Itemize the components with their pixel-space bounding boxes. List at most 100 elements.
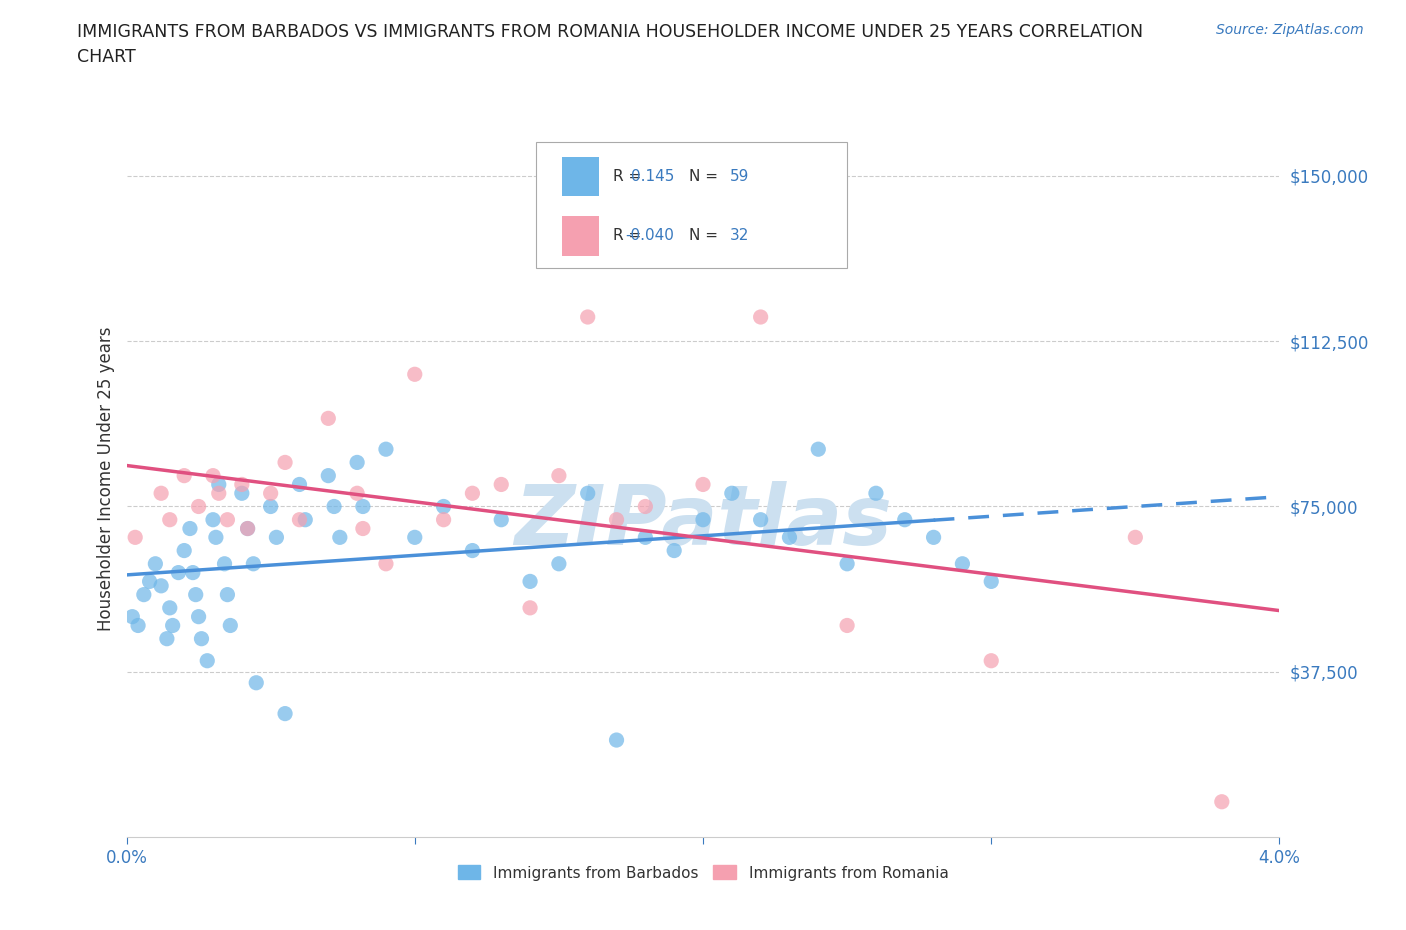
Point bbox=[323, 499, 346, 514]
Point bbox=[980, 574, 1002, 589]
Point bbox=[664, 543, 686, 558]
Point bbox=[1211, 794, 1233, 809]
Point bbox=[259, 485, 281, 500]
Point bbox=[179, 521, 201, 536]
Text: -0.040: -0.040 bbox=[626, 229, 675, 244]
Point bbox=[1125, 530, 1147, 545]
Point bbox=[231, 485, 253, 500]
Point bbox=[865, 485, 887, 500]
Point bbox=[294, 512, 316, 527]
Point bbox=[433, 499, 456, 514]
Text: R =: R = bbox=[613, 169, 641, 184]
Point bbox=[259, 499, 281, 514]
Point bbox=[692, 477, 714, 492]
Point bbox=[894, 512, 917, 527]
Point bbox=[922, 530, 945, 545]
Point bbox=[318, 411, 340, 426]
Point bbox=[236, 521, 259, 536]
FancyBboxPatch shape bbox=[562, 156, 599, 196]
Point bbox=[202, 468, 225, 483]
Point bbox=[749, 512, 772, 527]
Point bbox=[195, 653, 218, 668]
Point bbox=[288, 512, 311, 527]
Point bbox=[145, 556, 166, 571]
Point bbox=[548, 468, 571, 483]
Point bbox=[138, 574, 160, 589]
Point bbox=[266, 530, 288, 545]
Point bbox=[205, 530, 228, 545]
Point bbox=[242, 556, 264, 571]
FancyBboxPatch shape bbox=[562, 216, 599, 256]
Point bbox=[236, 521, 259, 536]
Text: R =: R = bbox=[613, 229, 641, 244]
Point bbox=[121, 609, 143, 624]
Point bbox=[519, 601, 541, 616]
Point bbox=[779, 530, 801, 545]
Point bbox=[980, 653, 1002, 668]
Point bbox=[318, 468, 340, 483]
Point bbox=[346, 485, 368, 500]
Point bbox=[461, 543, 484, 558]
Point bbox=[173, 543, 195, 558]
Point bbox=[576, 485, 599, 500]
Y-axis label: Householder Income Under 25 years: Householder Income Under 25 years bbox=[97, 326, 115, 631]
FancyBboxPatch shape bbox=[536, 142, 846, 268]
Point bbox=[219, 618, 242, 633]
Point bbox=[245, 675, 267, 690]
Point bbox=[187, 499, 209, 514]
Point bbox=[159, 601, 181, 616]
Point bbox=[208, 477, 231, 492]
Point bbox=[274, 455, 297, 470]
Point bbox=[634, 499, 657, 514]
Point bbox=[519, 574, 541, 589]
Point bbox=[150, 578, 173, 593]
Point bbox=[132, 587, 155, 602]
Point bbox=[835, 618, 858, 633]
Point bbox=[374, 556, 398, 571]
Point bbox=[184, 587, 207, 602]
Point bbox=[606, 733, 628, 748]
Point bbox=[173, 468, 195, 483]
Text: IMMIGRANTS FROM BARBADOS VS IMMIGRANTS FROM ROMANIA HOUSEHOLDER INCOME UNDER 25 : IMMIGRANTS FROM BARBADOS VS IMMIGRANTS F… bbox=[77, 23, 1143, 66]
Point bbox=[749, 310, 772, 325]
Point bbox=[190, 631, 212, 646]
Point bbox=[352, 499, 374, 514]
Text: 59: 59 bbox=[730, 169, 749, 184]
Point bbox=[217, 512, 239, 527]
Point bbox=[692, 512, 714, 527]
Point bbox=[214, 556, 236, 571]
Text: N =: N = bbox=[689, 229, 718, 244]
Point bbox=[489, 477, 512, 492]
Point bbox=[807, 442, 830, 457]
Point bbox=[374, 442, 398, 457]
Point bbox=[720, 485, 742, 500]
Point bbox=[835, 556, 858, 571]
Point bbox=[217, 587, 239, 602]
Point bbox=[634, 530, 657, 545]
Point bbox=[231, 477, 253, 492]
Point bbox=[576, 310, 599, 325]
Point bbox=[346, 455, 368, 470]
Point bbox=[548, 556, 571, 571]
Text: Source: ZipAtlas.com: Source: ZipAtlas.com bbox=[1216, 23, 1364, 37]
Text: 0.145: 0.145 bbox=[631, 169, 675, 184]
Point bbox=[404, 530, 426, 545]
Point bbox=[352, 521, 374, 536]
Point bbox=[606, 512, 628, 527]
Point bbox=[127, 618, 149, 633]
Legend: Immigrants from Barbados, Immigrants from Romania: Immigrants from Barbados, Immigrants fro… bbox=[451, 859, 955, 886]
Point bbox=[202, 512, 225, 527]
Point bbox=[404, 366, 426, 381]
Point bbox=[952, 556, 974, 571]
Point bbox=[150, 485, 173, 500]
Point bbox=[162, 618, 184, 633]
Text: 32: 32 bbox=[730, 229, 749, 244]
Point bbox=[461, 485, 484, 500]
Point bbox=[124, 530, 146, 545]
Point bbox=[159, 512, 181, 527]
Point bbox=[187, 609, 209, 624]
Point bbox=[208, 485, 231, 500]
Text: N =: N = bbox=[689, 169, 718, 184]
Point bbox=[329, 530, 352, 545]
Point bbox=[181, 565, 204, 580]
